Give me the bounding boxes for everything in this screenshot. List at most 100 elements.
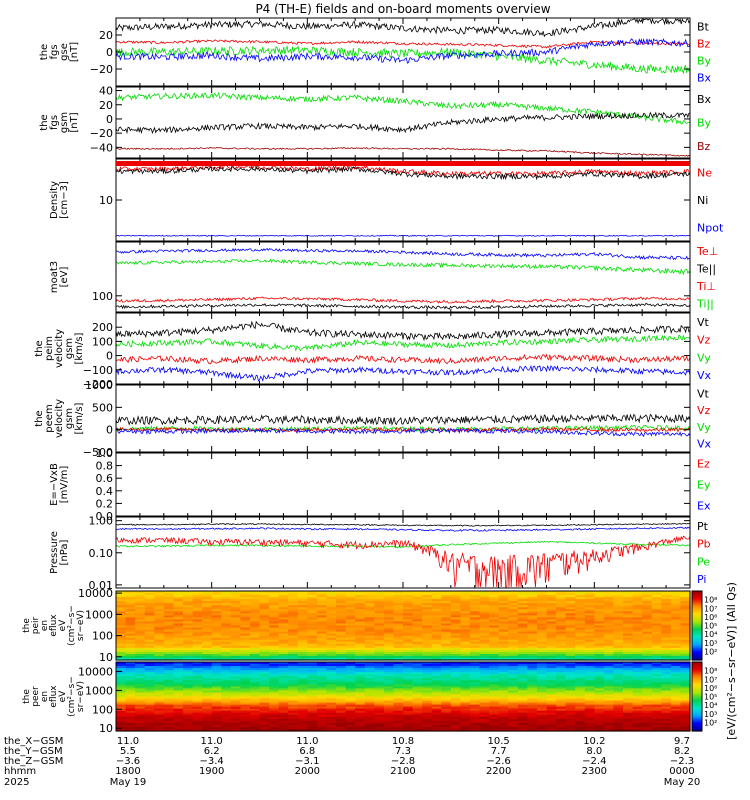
spectro-cell xyxy=(355,720,366,724)
spectro-cell xyxy=(144,706,155,710)
spectro-cell xyxy=(259,684,270,687)
spectro-cell xyxy=(623,621,634,625)
spectro-cell xyxy=(441,619,452,623)
spectro-cell xyxy=(632,704,643,708)
spectro-cell xyxy=(221,627,232,631)
spectro-cell xyxy=(517,690,528,694)
spectro-cell xyxy=(230,726,241,730)
spectro-cell xyxy=(374,599,385,602)
spectro-cell xyxy=(355,611,366,614)
spectro-cell xyxy=(307,651,318,655)
spectro-cell xyxy=(307,664,318,667)
spectro-cell xyxy=(249,607,261,610)
spectro-cell xyxy=(154,672,165,675)
spectro-cell xyxy=(345,662,356,665)
spectro-cell xyxy=(527,629,538,633)
spectro-cell xyxy=(613,724,624,728)
spectro-cell xyxy=(594,716,605,720)
spectro-cell xyxy=(594,609,605,612)
spectro-cell xyxy=(642,591,653,594)
spectro-cell xyxy=(326,682,337,685)
spectro-cell xyxy=(536,653,548,657)
spectro-cell xyxy=(508,621,519,625)
spectro-cell xyxy=(211,708,222,712)
spectro-cell xyxy=(508,668,519,671)
spectro-cell xyxy=(144,702,155,706)
spectro-cell xyxy=(211,698,222,702)
spectro-cell xyxy=(135,643,146,647)
spectro-cell xyxy=(479,696,490,700)
spectro-cell xyxy=(450,704,461,708)
spectro-cell xyxy=(651,674,662,677)
spectro-cell xyxy=(565,605,576,608)
spectro-cell xyxy=(431,682,442,685)
legend-pressure: Pb xyxy=(697,538,711,551)
spectro-cell xyxy=(278,684,289,687)
spectro-cell xyxy=(316,664,328,667)
spectro-cell xyxy=(603,651,615,655)
spectro-cell xyxy=(584,657,595,661)
spectro-cell xyxy=(345,676,356,679)
spectro-cell xyxy=(383,714,395,718)
spectro-cell xyxy=(651,597,662,600)
spectro-cell xyxy=(651,708,662,712)
spectro-cell xyxy=(316,613,328,616)
spectro-cell xyxy=(125,621,136,625)
spectro-cell xyxy=(345,643,356,647)
spectro-cell xyxy=(211,704,222,708)
spectro-cell xyxy=(163,718,174,722)
spectro-cell xyxy=(288,724,299,728)
spectro-cell xyxy=(623,672,634,675)
spectro-cell xyxy=(536,664,548,667)
spectro-cell xyxy=(116,680,127,683)
spectro-cell xyxy=(221,595,232,598)
spectro-cell xyxy=(173,605,184,608)
spectro-cell xyxy=(135,718,146,722)
spectro-cell xyxy=(336,651,347,655)
spectro-cell xyxy=(546,664,557,667)
spectro-cell xyxy=(489,613,500,616)
spectro-cell xyxy=(297,643,308,647)
spectro-cell xyxy=(517,603,528,606)
spectro-cell xyxy=(632,672,643,675)
spectro-cell xyxy=(125,649,136,653)
spectro-cell xyxy=(584,722,595,726)
spectro-cell xyxy=(575,688,586,692)
orbit-value: 7.3 xyxy=(395,746,411,757)
spectro-cell xyxy=(278,698,289,702)
spectro-cell xyxy=(508,645,519,649)
spectro-cell xyxy=(489,615,500,618)
spectro-cell xyxy=(259,688,270,692)
spectro-cell xyxy=(460,706,471,710)
spectro-cell xyxy=(489,672,500,675)
spectro-cell xyxy=(173,613,184,616)
spectro-cell xyxy=(297,716,308,720)
spectro-cell xyxy=(230,704,241,708)
spectro-cell xyxy=(364,702,375,706)
y-axis-label: gsm xyxy=(64,338,75,359)
spectro-cell xyxy=(182,595,194,598)
spectro-cell xyxy=(163,629,174,633)
spectro-cell xyxy=(527,609,538,612)
spectro-cell xyxy=(297,722,308,726)
spectro-cell xyxy=(288,698,299,702)
spectro-cell xyxy=(403,674,414,677)
spectro-cell xyxy=(307,692,318,696)
spectro-cell xyxy=(632,676,643,679)
spectro-cell xyxy=(230,714,241,718)
spectro-cell xyxy=(307,633,318,637)
spectro-cell xyxy=(556,722,567,726)
spectro-cell xyxy=(163,597,174,600)
spectro-cell xyxy=(603,720,615,724)
spectro-cell xyxy=(651,639,662,643)
spectro-cell xyxy=(479,609,490,612)
colorbar-cell xyxy=(692,718,702,722)
spectro-cell xyxy=(479,714,490,718)
spectro-cell xyxy=(316,633,328,637)
spectro-cell xyxy=(527,720,538,724)
spectro-cell xyxy=(489,668,500,671)
spectro-cell xyxy=(632,702,643,706)
spectro-cell xyxy=(517,688,528,692)
spectro-cell xyxy=(374,593,385,596)
spectro-cell xyxy=(364,637,375,641)
